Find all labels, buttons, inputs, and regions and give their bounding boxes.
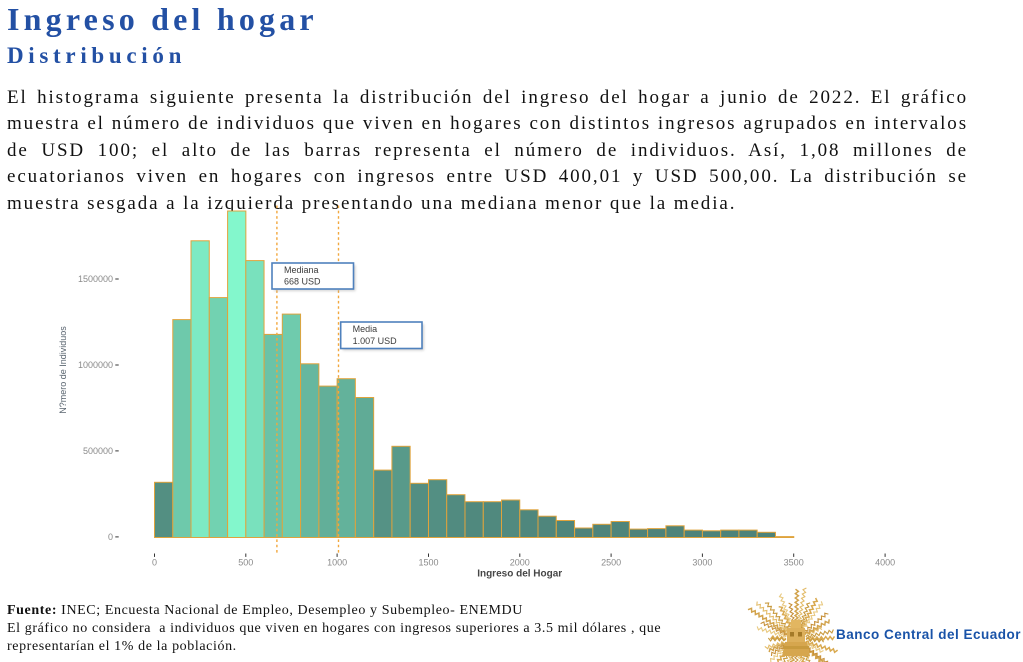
svg-text:1000000: 1000000 [78,360,113,370]
svg-text:1500: 1500 [418,558,438,568]
svg-text:1.007 USD: 1.007 USD [353,336,398,346]
svg-text:Ingreso del Hogar: Ingreso del Hogar [477,569,562,580]
svg-text:Media: Media [353,324,378,334]
svg-text:668 USD: 668 USD [284,276,321,286]
svg-text:2500: 2500 [601,558,621,568]
svg-text:500: 500 [238,558,253,568]
svg-text:N?mero de Individuos: N?mero de Individuos [58,326,68,414]
svg-text:1500000: 1500000 [78,274,113,284]
svg-text:4000: 4000 [875,558,895,568]
svg-text:1000: 1000 [327,558,347,568]
svg-text:500000: 500000 [83,446,113,456]
svg-text:3000: 3000 [692,558,712,568]
svg-text:Mediana: Mediana [284,265,319,275]
svg-text:2000: 2000 [510,558,530,568]
svg-text:3500: 3500 [784,558,804,568]
svg-text:0: 0 [152,558,157,568]
svg-text:0: 0 [108,532,113,542]
